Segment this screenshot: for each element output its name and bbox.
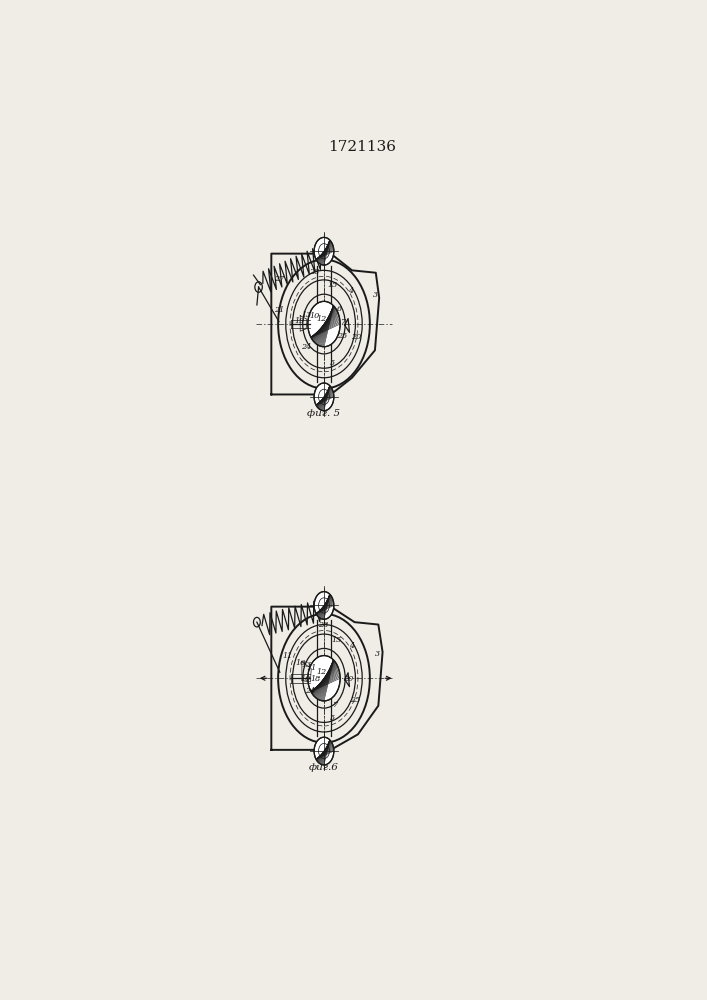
Circle shape bbox=[308, 301, 340, 347]
Text: 10: 10 bbox=[310, 312, 320, 320]
Text: 20: 20 bbox=[344, 675, 354, 683]
Text: 7: 7 bbox=[332, 701, 337, 709]
Text: 24: 24 bbox=[301, 343, 311, 351]
Circle shape bbox=[314, 237, 334, 265]
Text: 4: 4 bbox=[348, 287, 353, 295]
Text: 13: 13 bbox=[301, 311, 311, 319]
Circle shape bbox=[308, 656, 340, 701]
Text: 15: 15 bbox=[327, 281, 338, 289]
Text: 7: 7 bbox=[340, 318, 345, 326]
Text: 10: 10 bbox=[300, 675, 310, 683]
Text: фиг. 5: фиг. 5 bbox=[308, 409, 341, 418]
Text: 16: 16 bbox=[296, 659, 306, 667]
Text: 11: 11 bbox=[306, 664, 316, 672]
Text: 11: 11 bbox=[282, 652, 293, 660]
Text: фиг.6: фиг.6 bbox=[309, 763, 339, 772]
Text: 20: 20 bbox=[351, 333, 361, 341]
Text: 27: 27 bbox=[274, 275, 284, 283]
Text: 25: 25 bbox=[350, 696, 361, 704]
Text: 1721136: 1721136 bbox=[328, 140, 397, 154]
Circle shape bbox=[314, 383, 334, 411]
Text: 5: 5 bbox=[330, 714, 335, 722]
Text: 3: 3 bbox=[375, 650, 380, 658]
Text: 13: 13 bbox=[301, 661, 311, 669]
Text: 12: 12 bbox=[317, 315, 327, 323]
Text: 21: 21 bbox=[274, 306, 284, 314]
Text: 25: 25 bbox=[337, 332, 347, 340]
Text: 3: 3 bbox=[373, 291, 378, 299]
Text: 19: 19 bbox=[294, 317, 305, 325]
Text: 6: 6 bbox=[337, 305, 341, 313]
Text: 4: 4 bbox=[349, 642, 354, 650]
Text: 28: 28 bbox=[309, 268, 319, 276]
Text: 24: 24 bbox=[305, 687, 315, 695]
Text: 5: 5 bbox=[330, 359, 335, 367]
Circle shape bbox=[314, 737, 334, 765]
Text: 12: 12 bbox=[317, 668, 327, 676]
Text: 15: 15 bbox=[332, 636, 342, 644]
Text: 28: 28 bbox=[318, 621, 328, 629]
Text: 18: 18 bbox=[310, 675, 320, 683]
Circle shape bbox=[314, 592, 334, 619]
